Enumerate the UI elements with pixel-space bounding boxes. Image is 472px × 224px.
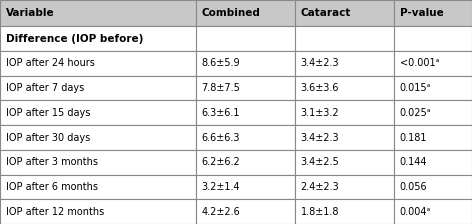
Text: 7.8±7.5: 7.8±7.5 xyxy=(202,83,240,93)
Text: 6.6±6.3: 6.6±6.3 xyxy=(202,133,240,142)
Bar xyxy=(394,100,472,125)
Bar xyxy=(196,0,295,26)
Bar xyxy=(0,150,196,174)
Bar xyxy=(394,51,472,76)
Bar xyxy=(295,125,394,150)
Text: 8.6±5.9: 8.6±5.9 xyxy=(202,58,240,68)
Text: <0.001ᵃ: <0.001ᵃ xyxy=(400,58,439,68)
Bar xyxy=(295,199,394,224)
Text: IOP after 7 days: IOP after 7 days xyxy=(6,83,84,93)
Bar xyxy=(394,125,472,150)
Bar xyxy=(196,76,295,100)
Text: 0.144: 0.144 xyxy=(400,157,427,167)
Text: IOP after 30 days: IOP after 30 days xyxy=(6,133,90,142)
Text: 3.1±3.2: 3.1±3.2 xyxy=(301,108,339,118)
Text: 1.8±1.8: 1.8±1.8 xyxy=(301,207,339,217)
Bar xyxy=(295,174,394,199)
Text: IOP after 15 days: IOP after 15 days xyxy=(6,108,90,118)
Text: Cataract: Cataract xyxy=(301,8,351,18)
Bar xyxy=(295,51,394,76)
Text: Difference (IOP before): Difference (IOP before) xyxy=(6,34,143,44)
Bar xyxy=(196,150,295,174)
Bar xyxy=(394,174,472,199)
Text: 2.4±2.3: 2.4±2.3 xyxy=(301,182,339,192)
Bar xyxy=(0,100,196,125)
Text: 0.056: 0.056 xyxy=(400,182,428,192)
Text: P-value: P-value xyxy=(400,8,444,18)
Text: 3.4±2.3: 3.4±2.3 xyxy=(301,58,339,68)
Bar xyxy=(196,125,295,150)
Bar xyxy=(0,26,472,51)
Bar xyxy=(196,174,295,199)
Bar xyxy=(0,76,196,100)
Text: IOP after 24 hours: IOP after 24 hours xyxy=(6,58,94,68)
Bar xyxy=(196,100,295,125)
Bar xyxy=(295,0,394,26)
Text: 6.2±6.2: 6.2±6.2 xyxy=(202,157,240,167)
Bar xyxy=(295,100,394,125)
Text: 3.6±3.6: 3.6±3.6 xyxy=(301,83,339,93)
Text: 6.3±6.1: 6.3±6.1 xyxy=(202,108,240,118)
Text: 0.015ᵃ: 0.015ᵃ xyxy=(400,83,431,93)
Bar xyxy=(0,51,196,76)
Text: Combined: Combined xyxy=(202,8,261,18)
Bar xyxy=(394,76,472,100)
Text: 0.025ᵃ: 0.025ᵃ xyxy=(400,108,431,118)
Text: IOP after 3 months: IOP after 3 months xyxy=(6,157,98,167)
Text: IOP after 12 months: IOP after 12 months xyxy=(6,207,104,217)
Bar xyxy=(394,0,472,26)
Bar xyxy=(0,0,196,26)
Bar xyxy=(196,199,295,224)
Text: 4.2±2.6: 4.2±2.6 xyxy=(202,207,240,217)
Text: 3.4±2.5: 3.4±2.5 xyxy=(301,157,339,167)
Bar xyxy=(0,125,196,150)
Text: 3.2±1.4: 3.2±1.4 xyxy=(202,182,240,192)
Text: IOP after 6 months: IOP after 6 months xyxy=(6,182,98,192)
Text: 3.4±2.3: 3.4±2.3 xyxy=(301,133,339,142)
Bar xyxy=(394,150,472,174)
Bar xyxy=(0,199,196,224)
Bar xyxy=(394,199,472,224)
Text: 0.181: 0.181 xyxy=(400,133,427,142)
Bar xyxy=(295,150,394,174)
Text: 0.004ᵃ: 0.004ᵃ xyxy=(400,207,431,217)
Bar xyxy=(295,76,394,100)
Text: Variable: Variable xyxy=(6,8,54,18)
Bar xyxy=(196,51,295,76)
Bar xyxy=(0,174,196,199)
